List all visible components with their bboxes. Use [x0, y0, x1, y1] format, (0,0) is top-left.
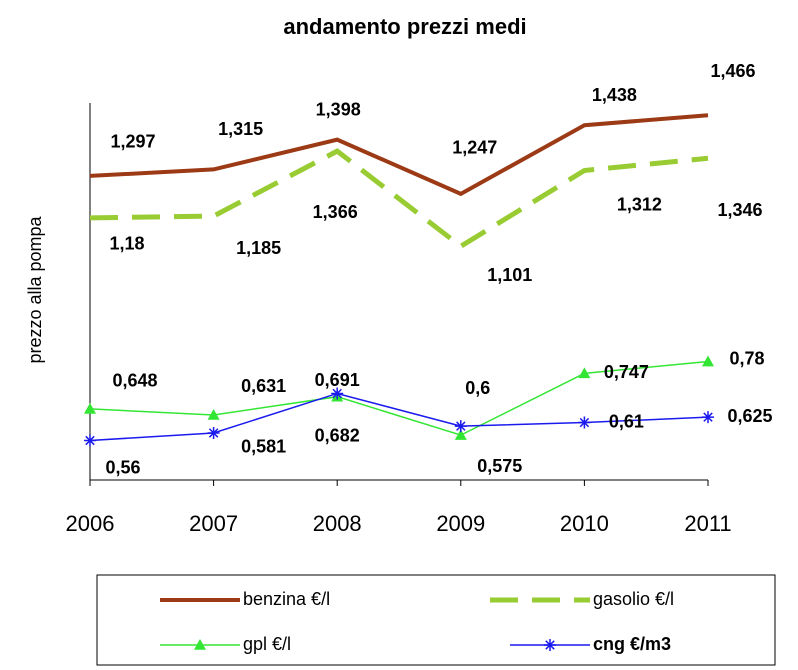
data-label: 1,297 — [110, 132, 155, 152]
series-line — [89, 360, 709, 436]
data-label: 0,6 — [465, 378, 490, 398]
y-axis-label: prezzo alla pompa — [25, 215, 45, 363]
x-tick-label: 2011 — [684, 511, 731, 536]
data-label: 0,631 — [241, 376, 286, 396]
legend-label: gasolio €/l — [593, 589, 674, 609]
data-label: 0,61 — [609, 411, 644, 431]
data-label: 1,438 — [592, 85, 637, 105]
data-label: 1,398 — [316, 99, 361, 119]
data-label: 0,691 — [315, 370, 360, 390]
series-line — [89, 392, 709, 442]
data-label: 0,581 — [241, 437, 286, 457]
data-label: 1,247 — [452, 138, 497, 158]
point-marker — [702, 355, 714, 367]
data-label: 1,312 — [617, 194, 662, 214]
x-tick-label: 2010 — [560, 511, 609, 536]
data-label: 0,56 — [105, 457, 140, 477]
data-label: 0,575 — [477, 456, 522, 476]
point-marker — [454, 429, 467, 440]
data-label: 1,466 — [710, 61, 755, 81]
point-marker — [207, 409, 220, 420]
x-tick-label: 2007 — [189, 511, 238, 536]
data-label: 0,682 — [315, 425, 360, 445]
chart-title: andamento prezzi medi — [283, 14, 526, 39]
point-marker — [331, 387, 344, 400]
x-tick-label: 2009 — [436, 511, 485, 536]
legend-box — [96, 574, 776, 666]
data-label: 0,625 — [727, 406, 772, 426]
data-label: 1,101 — [487, 265, 532, 285]
data-label: 1,346 — [717, 200, 762, 220]
data-label: 0,78 — [729, 348, 764, 368]
series-line — [89, 113, 709, 197]
point-marker — [207, 426, 220, 439]
point-marker — [454, 420, 467, 433]
data-label: 1,185 — [236, 238, 281, 258]
point-marker — [578, 416, 591, 429]
point-marker — [544, 639, 556, 651]
point-marker — [702, 411, 714, 424]
data-label: 1,366 — [313, 202, 358, 222]
series-line — [89, 148, 709, 250]
point-marker — [194, 639, 206, 650]
data-label: 1,18 — [109, 234, 144, 254]
point-marker — [84, 402, 96, 414]
x-tick-label: 2008 — [313, 511, 362, 536]
data-label: 0,648 — [112, 371, 157, 391]
point-marker — [84, 434, 96, 447]
data-label: 1,315 — [218, 119, 263, 139]
legend-label: benzina €/l — [243, 589, 330, 609]
legend-label: cng €/m3 — [593, 634, 671, 654]
legend-label: gpl €/l — [243, 634, 291, 654]
point-marker — [578, 367, 591, 379]
data-label: 0,747 — [604, 362, 649, 382]
x-tick-label: 2006 — [66, 511, 115, 536]
